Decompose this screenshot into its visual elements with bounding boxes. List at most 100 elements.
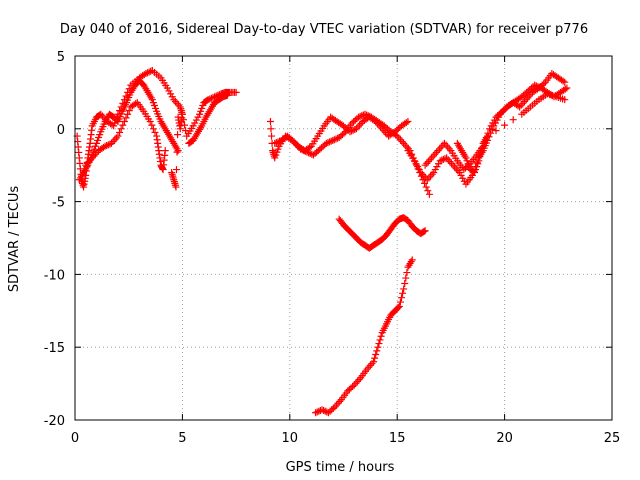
- data-point: [372, 350, 380, 358]
- data-point: [428, 154, 436, 162]
- data-point: [475, 157, 483, 165]
- data-point: [312, 409, 320, 417]
- data-point: [423, 159, 431, 167]
- x-tick-label: 10: [282, 431, 299, 446]
- data-point: [445, 145, 453, 153]
- data-point: [272, 139, 280, 147]
- data-point: [444, 156, 452, 164]
- data-point: [501, 121, 509, 129]
- data-point: [561, 78, 569, 86]
- data-point: [478, 144, 486, 152]
- data-point: [355, 376, 363, 384]
- data-point: [531, 81, 539, 89]
- data-point: [132, 100, 140, 108]
- data-point: [114, 132, 122, 140]
- data-point: [324, 139, 332, 147]
- data-point: [352, 379, 360, 387]
- data-point: [514, 102, 522, 110]
- data-point: [363, 111, 371, 119]
- data-point: [125, 107, 133, 115]
- data-point: [408, 256, 416, 264]
- data-point: [396, 136, 404, 144]
- data-point: [323, 408, 331, 416]
- series-arc-8: [335, 214, 429, 252]
- y-tick-label: -15: [44, 341, 65, 356]
- data-point: [172, 183, 180, 191]
- data-point: [122, 114, 130, 122]
- data-point: [143, 69, 151, 77]
- data-point: [334, 399, 342, 407]
- data-point: [398, 138, 406, 146]
- x-tick-label: 25: [604, 431, 621, 446]
- data-point: [425, 174, 433, 182]
- chart-title: Day 040 of 2016, Sidereal Day-to-day VTE…: [60, 22, 588, 37]
- data-point: [434, 147, 442, 155]
- y-tick-label: 5: [57, 50, 65, 65]
- data-point: [329, 404, 337, 412]
- data-point: [172, 166, 180, 174]
- data-point: [395, 302, 403, 310]
- data-point: [306, 143, 314, 151]
- data-point: [207, 94, 215, 102]
- x-tick-label: 0: [71, 431, 79, 446]
- data-point: [366, 361, 374, 369]
- data-point: [361, 110, 369, 118]
- data-point: [402, 274, 410, 282]
- data-point: [151, 128, 159, 136]
- data-point: [403, 143, 411, 151]
- data-point: [330, 136, 338, 144]
- data-point: [209, 93, 217, 101]
- data-point: [442, 141, 450, 149]
- data-point: [315, 407, 323, 415]
- data-point: [300, 147, 308, 155]
- data-point: [120, 118, 128, 126]
- data-point: [181, 121, 189, 129]
- data-point: [436, 145, 444, 153]
- data-point: [364, 112, 372, 120]
- data-point: [322, 139, 330, 147]
- data-layer: [73, 67, 571, 417]
- data-point: [124, 110, 132, 118]
- data-point: [509, 116, 517, 124]
- data-point: [297, 145, 305, 153]
- data-point: [425, 190, 433, 198]
- data-point: [421, 227, 429, 235]
- data-point: [305, 149, 313, 157]
- data-point: [440, 139, 448, 147]
- data-point: [436, 157, 444, 165]
- data-point: [116, 128, 124, 136]
- series-arc-7: [271, 110, 433, 198]
- data-point: [561, 85, 569, 93]
- data-point: [402, 119, 410, 127]
- x-tick-label: 15: [389, 431, 406, 446]
- data-point: [171, 98, 179, 105]
- data-point: [232, 88, 240, 96]
- data-point: [146, 118, 154, 126]
- data-point: [400, 139, 408, 147]
- series-arc-3: [82, 99, 169, 174]
- data-point: [178, 110, 186, 118]
- data-point: [173, 99, 181, 107]
- data-point: [400, 285, 408, 293]
- data-point: [403, 269, 411, 277]
- data-point: [204, 96, 212, 104]
- data-point: [308, 150, 316, 158]
- data-point: [421, 179, 429, 187]
- data-point: [147, 67, 155, 75]
- data-point: [318, 406, 326, 414]
- data-point: [483, 132, 491, 140]
- y-tick-label: -10: [44, 268, 65, 283]
- data-point: [373, 347, 381, 355]
- data-point: [534, 83, 542, 91]
- series-arc-4: [168, 88, 240, 191]
- data-point: [420, 227, 428, 235]
- data-point: [303, 148, 311, 156]
- data-point: [271, 139, 279, 147]
- data-point: [444, 143, 452, 151]
- data-point: [349, 126, 357, 134]
- data-point: [148, 121, 156, 129]
- tick-label-layer: 0 5 10 15 20 25 5 0 -5 -10 -15 -20: [44, 50, 621, 446]
- data-point: [348, 127, 356, 135]
- data-point: [266, 118, 274, 126]
- data-point: [111, 136, 119, 144]
